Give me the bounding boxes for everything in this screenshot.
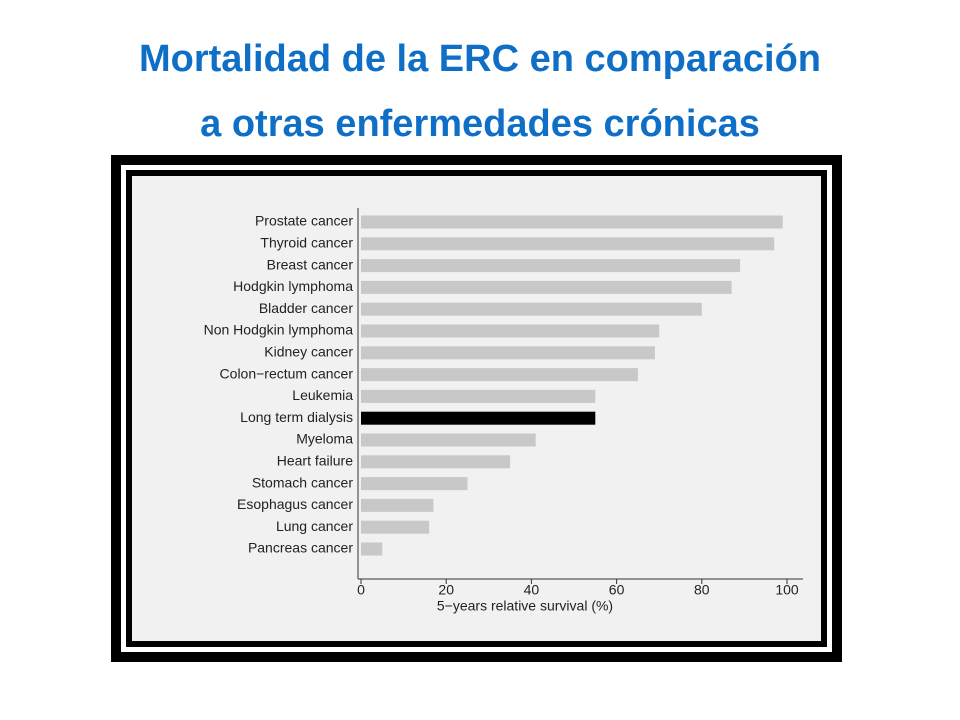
y-tick-label: Heart failure [277, 453, 353, 469]
bar [361, 433, 536, 447]
bar [361, 455, 511, 469]
bar [361, 259, 741, 273]
bar [361, 302, 702, 316]
y-tick-label: Thyroid cancer [260, 235, 353, 251]
y-tick-label: Kidney cancer [264, 344, 353, 360]
y-tick-label: Pancreas cancer [248, 540, 353, 556]
x-tick-label: 40 [524, 582, 540, 598]
x-axis-label: 5−years relative survival (%) [437, 598, 613, 614]
bar [361, 215, 783, 229]
y-tick-label: Colon−rectum cancer [220, 365, 354, 381]
bar [361, 346, 655, 360]
y-tick-label: Esophagus cancer [237, 496, 353, 512]
bar [361, 389, 596, 403]
bar [361, 324, 660, 338]
y-tick-label: Myeloma [296, 431, 353, 447]
x-tick-label: 80 [694, 582, 710, 598]
bar [361, 411, 596, 425]
x-tick-label: 20 [438, 582, 454, 598]
bar [361, 237, 775, 251]
slide-title: Mortalidad de la ERC en comparación [138, 38, 822, 80]
x-tick-label: 0 [357, 582, 365, 598]
y-tick-label: Lung cancer [276, 518, 353, 534]
bar [361, 477, 468, 491]
bar [361, 520, 430, 534]
y-tick-label: Leukemia [292, 387, 353, 403]
bar [361, 498, 434, 512]
y-tick-label: Stomach cancer [252, 474, 353, 490]
x-tick-label: 60 [609, 582, 625, 598]
y-tick-label: Breast cancer [267, 256, 354, 272]
bar [361, 368, 638, 382]
x-tick-label: 100 [775, 582, 799, 598]
plot-background [132, 176, 821, 641]
y-tick-label: Non Hodgkin lymphoma [204, 322, 354, 338]
y-tick-label: Hodgkin lymphoma [233, 278, 353, 294]
bar [361, 280, 732, 294]
y-tick-label: Long term dialysis [240, 409, 353, 425]
bar [361, 542, 383, 556]
slide-title: a otras enfermedades crónicas [200, 103, 760, 145]
y-tick-label: Prostate cancer [255, 213, 353, 229]
y-tick-label: Bladder cancer [259, 300, 354, 316]
